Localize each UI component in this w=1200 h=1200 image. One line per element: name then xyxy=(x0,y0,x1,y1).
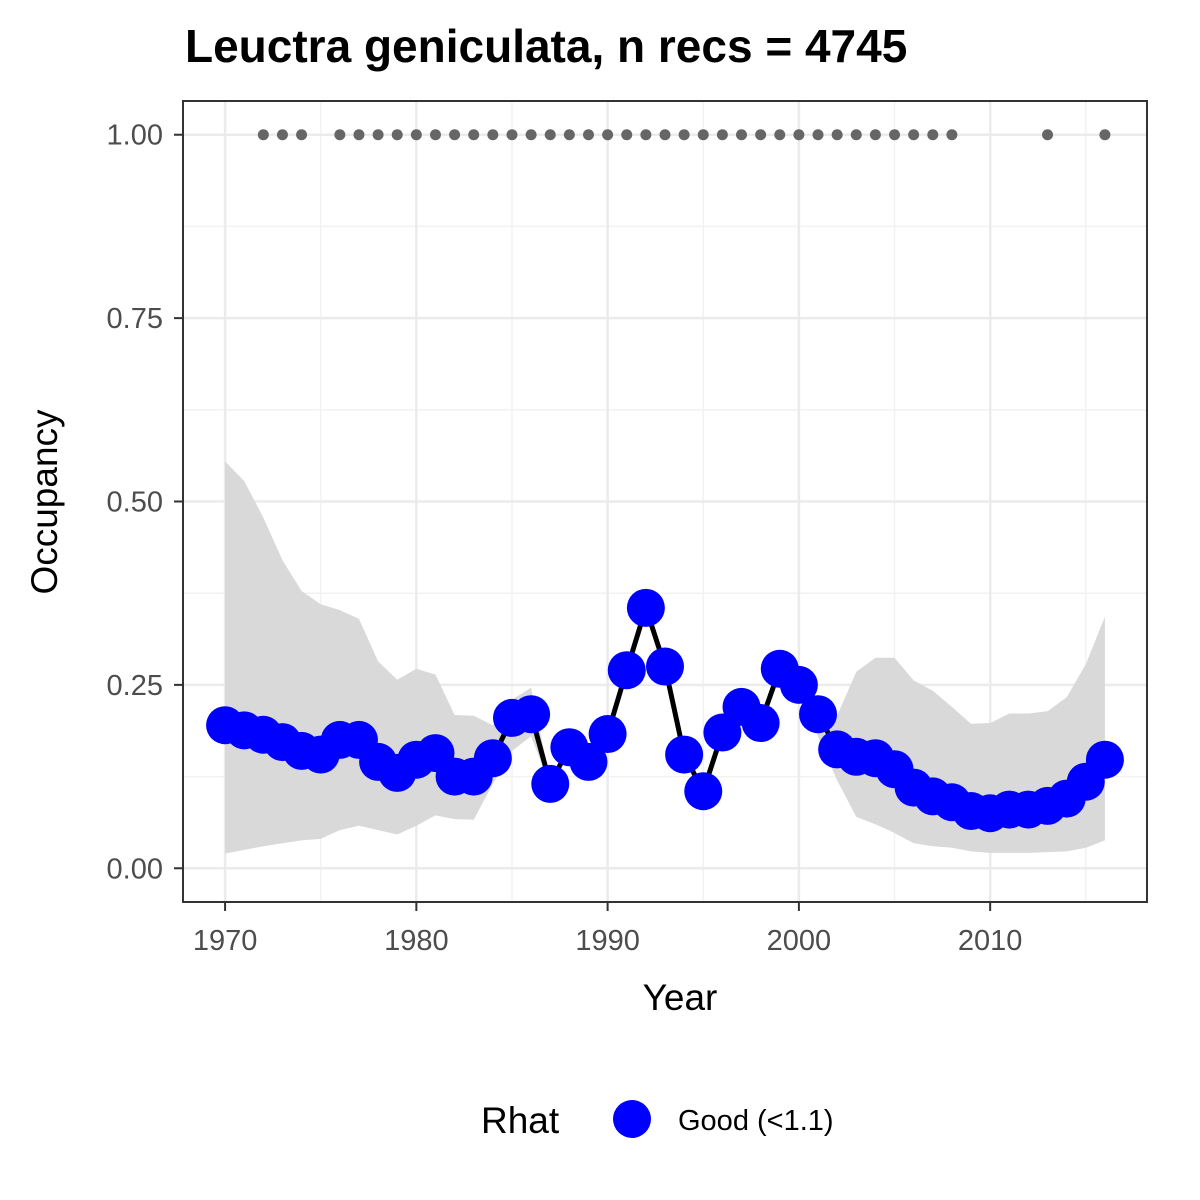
y-tick-label-2: 0.50 xyxy=(107,487,163,519)
record-dot-1977 xyxy=(353,129,365,141)
record-dot-2002 xyxy=(831,129,843,141)
record-dot-1999 xyxy=(774,129,786,141)
record-dots-layer xyxy=(257,129,1111,141)
record-dot-1998 xyxy=(755,129,767,141)
record-dot-1982 xyxy=(449,129,461,141)
x-tick-label-0: 1970 xyxy=(193,925,258,957)
legend-label-good: Good (<1.1) xyxy=(678,1105,834,1137)
record-dot-2007 xyxy=(927,129,939,141)
record-dot-1988 xyxy=(563,129,575,141)
record-dot-1989 xyxy=(582,129,594,141)
record-dot-1996 xyxy=(716,129,728,141)
x-tick-label-2: 1990 xyxy=(575,925,640,957)
x-tick-label-4: 2010 xyxy=(958,925,1023,957)
record-dot-2013 xyxy=(1042,129,1054,141)
legend: Rhat Good (<1.1) xyxy=(481,1100,834,1141)
chart-title: Leuctra geniculata, n recs = 4745 xyxy=(185,20,907,72)
record-dot-1983 xyxy=(468,129,480,141)
occupancy-point-2016 xyxy=(1085,740,1124,779)
occupancy-point-1993 xyxy=(646,647,684,686)
record-dot-1990 xyxy=(602,129,614,141)
record-dot-1976 xyxy=(334,129,346,141)
occupancy-point-1998 xyxy=(741,704,780,743)
occupancy-point-1984 xyxy=(473,739,512,778)
x-tick-label-1: 1980 xyxy=(384,925,449,957)
record-dot-1985 xyxy=(506,129,518,141)
record-dot-1992 xyxy=(640,129,652,141)
record-dot-1995 xyxy=(697,129,709,141)
legend-title: Rhat xyxy=(481,1100,560,1141)
x-tick-label-3: 2000 xyxy=(767,925,832,957)
record-dot-1994 xyxy=(678,129,690,141)
record-dot-1972 xyxy=(257,129,269,141)
y-axis-title: Occupancy xyxy=(24,409,65,595)
record-dot-1993 xyxy=(659,129,671,141)
occupancy-point-1986 xyxy=(512,695,551,734)
y-tick-label-4: 1.00 xyxy=(107,120,163,152)
y-tick-label-3: 0.75 xyxy=(107,303,163,335)
record-dot-2000 xyxy=(793,129,805,141)
occupancy-points-layer xyxy=(206,588,1124,833)
record-dot-1980 xyxy=(410,129,422,141)
occupancy-point-1989 xyxy=(569,742,608,781)
record-dot-1979 xyxy=(391,129,403,141)
record-dot-1987 xyxy=(544,129,556,141)
record-dot-2004 xyxy=(869,129,881,141)
y-axis: 0.00 0.25 0.50 0.75 1.00 xyxy=(107,120,183,885)
y-tick-label-1: 0.25 xyxy=(107,670,163,702)
x-axis-title: Year xyxy=(643,977,718,1018)
record-dot-2001 xyxy=(812,129,824,141)
record-dot-1973 xyxy=(276,129,288,141)
record-dot-1991 xyxy=(621,129,633,141)
legend-key-good xyxy=(613,1100,651,1138)
occupancy-point-1987 xyxy=(531,764,570,803)
record-dot-2016 xyxy=(1099,129,1111,141)
record-dot-1978 xyxy=(372,129,384,141)
occupancy-point-2001 xyxy=(799,695,838,734)
record-dot-2005 xyxy=(889,129,901,141)
x-axis: 1970 1980 1990 2000 2010 xyxy=(193,902,1023,957)
y-tick-label-0: 0.00 xyxy=(107,853,163,885)
occupancy-point-1994 xyxy=(665,735,704,774)
occupancy-point-1992 xyxy=(626,588,665,627)
record-dot-1997 xyxy=(736,129,748,141)
record-dot-1981 xyxy=(429,129,441,141)
occupancy-point-1990 xyxy=(588,715,627,754)
record-dot-1986 xyxy=(525,129,537,141)
record-dot-1984 xyxy=(487,129,499,141)
occupancy-point-1991 xyxy=(607,651,646,690)
record-dot-2006 xyxy=(908,129,920,141)
occupancy-point-1995 xyxy=(684,772,723,811)
record-dot-1974 xyxy=(296,129,308,141)
record-dot-2008 xyxy=(946,129,958,141)
occupancy-point-2000 xyxy=(779,665,818,704)
record-dot-2003 xyxy=(850,129,862,141)
